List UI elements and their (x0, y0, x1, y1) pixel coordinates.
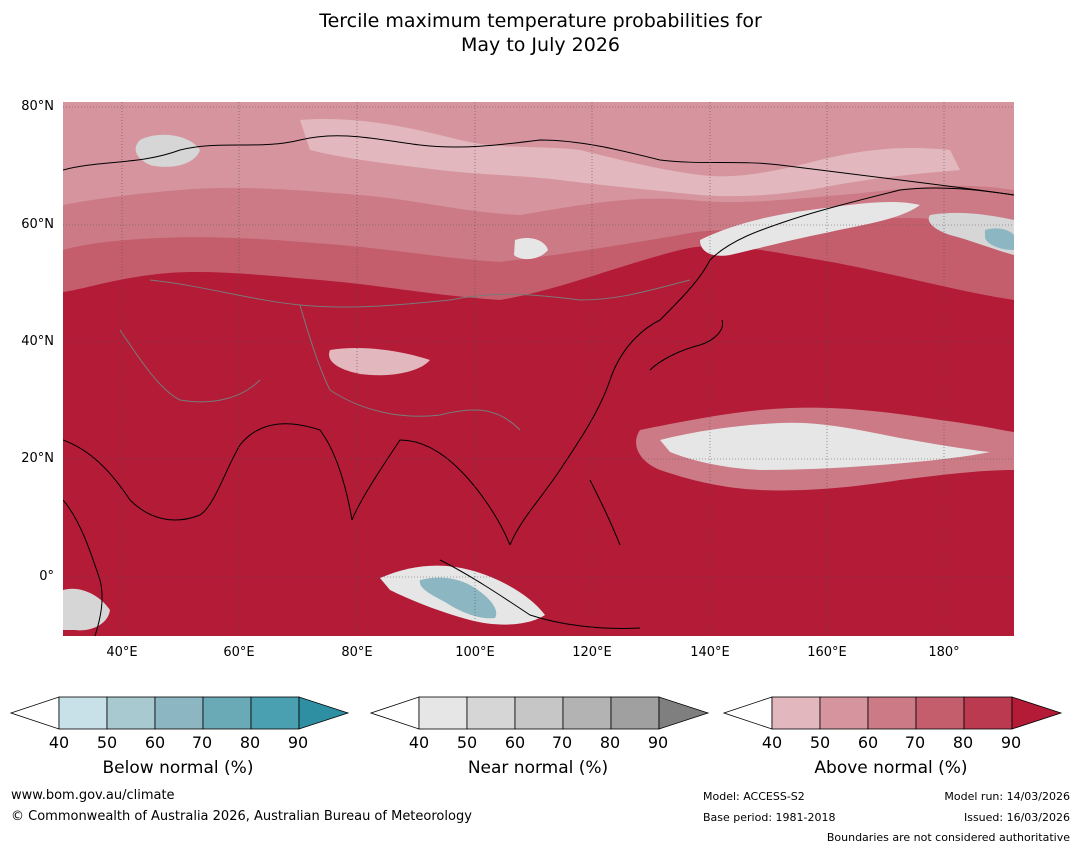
above-tick-70: 70 (904, 733, 926, 752)
below-tick-60: 60 (144, 733, 166, 752)
model-run-text: Model run: 14/03/2026 (944, 790, 1070, 803)
above-tick-80: 80 (952, 733, 974, 752)
above-tick-60: 60 (857, 733, 879, 752)
below-tick-90: 90 (287, 733, 309, 752)
near-normal-patch-baikal (514, 238, 548, 260)
above-swatch-80-90 (963, 696, 1013, 730)
above-swatch-70-80 (915, 696, 965, 730)
base-period-text: Base period: 1981-2018 (703, 811, 836, 824)
below-swatch-below-40 (10, 696, 60, 730)
issued-text: Issued: 16/03/2026 (963, 811, 1070, 824)
near-tick-80: 80 (599, 733, 621, 752)
lon-label-140e: 140°E (690, 645, 730, 660)
below-normal-patch-bering (985, 228, 1014, 250)
title-line-1: Tercile maximum temperature probabilitie… (319, 10, 762, 32)
near-swatch-40-50 (418, 696, 468, 730)
copyright-text: © Commonwealth of Australia 2026, Austra… (11, 809, 472, 824)
lon-label-120e: 120°E (572, 645, 612, 660)
coastline-east-africa (63, 499, 103, 636)
lat-label-20n: 20°N (21, 451, 54, 466)
below-normal-patch-sumatra (419, 577, 497, 619)
country-borders (119, 279, 691, 431)
lon-label-100e: 100°E (455, 645, 495, 660)
below-swatch-80-90 (250, 696, 300, 730)
lon-label-180: 180° (928, 645, 960, 660)
border-middle-east (119, 329, 261, 403)
near-tick-40: 40 (408, 733, 430, 752)
near-swatch-70-80 (562, 696, 612, 730)
gridlines (63, 102, 1014, 636)
lat-label-60n: 60°N (21, 217, 54, 232)
below-swatch-60-70 (154, 696, 204, 730)
above-normal-40-siberia (300, 119, 960, 197)
coastline-okhotsk (709, 187, 1014, 261)
lon-label-80e: 80°E (341, 645, 373, 660)
coastline-japan (649, 319, 724, 371)
above-normal-label: Above normal (%) (814, 758, 968, 778)
border-himalaya (299, 304, 521, 431)
above-swatch-below-40 (723, 696, 773, 730)
below-swatch-above-90 (298, 696, 350, 730)
coastline-arctic (63, 135, 1014, 196)
lon-label-160e: 160°E (807, 645, 847, 660)
below-tick-40: 40 (48, 733, 70, 752)
above-normal-colorbar (723, 696, 1063, 730)
above-tick-50: 50 (809, 733, 831, 752)
coastline-indonesia (439, 559, 641, 629)
coastline-philippines (589, 479, 621, 546)
above-swatch-above-90 (1011, 696, 1063, 730)
near-normal-patch-pacific (660, 422, 990, 470)
above-swatch-60-70 (867, 696, 917, 730)
coastlines (63, 135, 1014, 636)
below-tick-70: 70 (191, 733, 213, 752)
near-swatch-50-60 (466, 696, 516, 730)
above-swatch-40-50 (771, 696, 821, 730)
near-tick-70: 70 (551, 733, 573, 752)
near-swatch-below-40 (370, 696, 420, 730)
above-tick-90: 90 (1000, 733, 1022, 752)
border-central-asia (149, 279, 691, 308)
coastline-east-asia (509, 259, 711, 546)
near-normal-patch-kola (135, 134, 200, 167)
below-normal-colorbar (10, 696, 350, 730)
near-swatch-above-90 (658, 696, 710, 730)
lat-label-0: 0° (39, 569, 54, 584)
near-normal-colorbar (370, 696, 710, 730)
below-swatch-50-60 (106, 696, 156, 730)
below-tick-50: 50 (96, 733, 118, 752)
above-normal-40-tibet (329, 348, 430, 376)
above-tick-40: 40 (761, 733, 783, 752)
coastline-bay-of-bengal (351, 439, 511, 546)
below-swatch-40-50 (58, 696, 108, 730)
lat-label-80n: 80°N (21, 99, 54, 114)
near-normal-patch-east-africa (63, 588, 110, 631)
map-fields (63, 102, 1014, 636)
lat-label-40n: 40°N (21, 334, 54, 349)
probability-map (63, 102, 1014, 636)
below-swatch-70-80 (202, 696, 252, 730)
lon-label-60e: 60°E (223, 645, 255, 660)
below-normal-label: Below normal (%) (102, 758, 254, 778)
above-swatch-50-60 (819, 696, 869, 730)
near-tick-60: 60 (504, 733, 526, 752)
near-tick-90: 90 (647, 733, 669, 752)
lon-label-40e: 40°E (106, 645, 138, 660)
title-line-2: May to July 2026 (461, 34, 620, 56)
disclaimer-text: Boundaries are not considered authoritat… (826, 831, 1070, 844)
website-link[interactable]: www.bom.gov.au/climate (11, 788, 175, 803)
coastline-arabia-india (63, 423, 353, 521)
below-tick-80: 80 (239, 733, 261, 752)
near-normal-patch-okhotsk (700, 202, 920, 256)
near-swatch-60-70 (514, 696, 564, 730)
near-normal-label: Near normal (%) (467, 758, 609, 778)
near-tick-50: 50 (456, 733, 478, 752)
map-title: Tercile maximum temperature probabilitie… (0, 9, 1081, 57)
near-swatch-80-90 (610, 696, 660, 730)
model-text: Model: ACCESS-S2 (703, 790, 805, 803)
